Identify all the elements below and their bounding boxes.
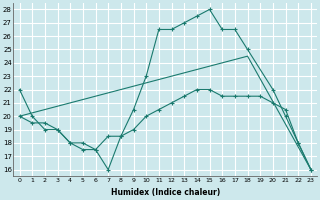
X-axis label: Humidex (Indice chaleur): Humidex (Indice chaleur) [111,188,220,197]
